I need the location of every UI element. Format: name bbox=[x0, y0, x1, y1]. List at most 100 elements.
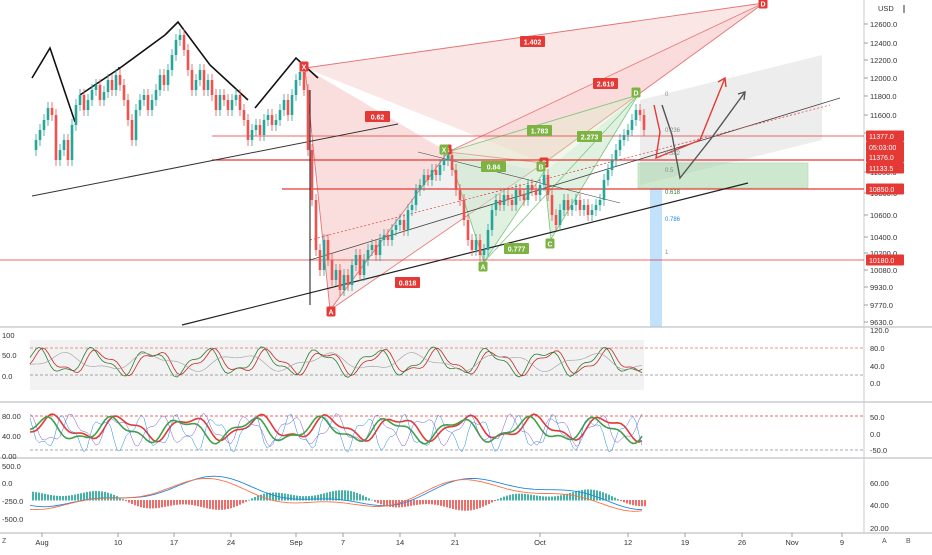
macd-histogram-bar bbox=[227, 500, 229, 510]
fib-level-label: 0.618 bbox=[665, 190, 681, 196]
candle-body bbox=[154, 90, 158, 100]
candle-body bbox=[98, 85, 102, 100]
candle-body bbox=[266, 115, 270, 120]
macd-histogram-bar bbox=[191, 500, 193, 506]
candle-body bbox=[438, 165, 442, 175]
macd-histogram-bar bbox=[302, 496, 304, 501]
ratio-badge bbox=[577, 131, 602, 142]
candle-body bbox=[558, 210, 562, 225]
candle-body bbox=[598, 200, 602, 205]
candle-body bbox=[302, 72, 306, 90]
macd-histogram-bar bbox=[557, 495, 559, 501]
price-tick-label: 10600.0 bbox=[870, 211, 897, 220]
macd-histogram-bar bbox=[614, 497, 616, 501]
price-badge-label: 11376.0 bbox=[869, 155, 894, 162]
candle-body bbox=[250, 130, 254, 140]
candle-body bbox=[82, 95, 86, 110]
candle-body bbox=[586, 205, 590, 215]
grey-channel[interactable] bbox=[640, 55, 822, 185]
ratio-badge bbox=[395, 277, 420, 288]
pattern-point-labels[interactable]: XABCDXABCD bbox=[299, 0, 768, 317]
pattern-point-label: A bbox=[328, 310, 333, 317]
macd-histogram-bar bbox=[356, 492, 358, 501]
macd-histogram-bar bbox=[383, 500, 385, 506]
macd-histogram-bar bbox=[593, 489, 595, 501]
candle-body bbox=[410, 205, 414, 210]
macd-histogram-bar bbox=[524, 493, 526, 501]
pane-tick-label: 0.0 bbox=[870, 430, 880, 439]
target-zone[interactable] bbox=[637, 162, 809, 189]
trend-lines[interactable] bbox=[31, 90, 841, 326]
candle-body bbox=[590, 210, 594, 215]
pane-tick-label: 80.0 bbox=[870, 344, 885, 353]
pane-tick-label: 50.0 bbox=[2, 351, 17, 360]
macd-histogram-bar bbox=[629, 500, 631, 505]
candle-body bbox=[226, 100, 230, 110]
macd-histogram-bar bbox=[347, 490, 349, 501]
macd-histogram-bar bbox=[188, 500, 190, 505]
candle-body bbox=[518, 190, 522, 195]
macd-histogram-bar bbox=[65, 495, 67, 501]
price-tick-label: 12600.0 bbox=[870, 20, 897, 29]
macd-histogram-bar bbox=[152, 500, 154, 509]
candle-body bbox=[198, 70, 202, 80]
candle-body bbox=[126, 100, 130, 120]
time-axis[interactable]: Aug 10 17 24 Sep 7 14 21 Oct 12 19 26 Nov 9 bbox=[35, 533, 844, 547]
candle-body bbox=[614, 150, 618, 160]
macd-histogram-bar bbox=[434, 500, 436, 505]
macd-histogram-bar bbox=[386, 500, 388, 507]
macd-histogram-bar bbox=[320, 494, 322, 501]
candle-body bbox=[338, 270, 342, 290]
pattern-point-badge bbox=[299, 61, 309, 72]
macd-histogram-bar bbox=[596, 490, 598, 501]
candle-body bbox=[218, 95, 222, 110]
candle-body bbox=[74, 105, 78, 125]
stochastic-pane[interactable]: 120.0 80.0 40.0 0.0 100 50.0 0.0 bbox=[2, 326, 889, 390]
macd-histogram-bar bbox=[545, 496, 547, 501]
pane-tick-label: 20.00 bbox=[870, 524, 889, 533]
rsi-pane[interactable]: 50.0 0.0 -50.0 80.00 40.00 0.00 bbox=[2, 412, 887, 461]
macd-histogram-bar bbox=[404, 500, 406, 507]
macd-histogram-bar bbox=[53, 495, 55, 501]
head-shoulders-lines[interactable] bbox=[31, 20, 319, 123]
zoom-reset-button[interactable]: Z bbox=[2, 538, 7, 545]
candle-body bbox=[634, 110, 638, 120]
macd-histogram-bar bbox=[407, 500, 409, 507]
macd-histogram-bar bbox=[71, 495, 73, 501]
price-axis[interactable]: 12600.0 12400.0 12200.0 12000.0 11800.0 11600… bbox=[864, 20, 904, 327]
candle-body bbox=[50, 108, 54, 115]
candle-body bbox=[394, 225, 398, 230]
scale-mode-button[interactable]: B bbox=[906, 538, 911, 545]
ratio-badge bbox=[593, 78, 618, 89]
oscillator-line bbox=[29, 413, 643, 443]
macd-histogram-bar bbox=[92, 491, 94, 501]
macd-histogram-bar bbox=[617, 499, 619, 501]
macd-histogram-bar bbox=[332, 491, 334, 501]
macd-histogram-bar bbox=[263, 493, 265, 501]
candle-body bbox=[194, 80, 198, 90]
projection-arrows[interactable] bbox=[653, 76, 746, 180]
candlestick-series[interactable] bbox=[34, 29, 646, 296]
macd-histogram-bar bbox=[560, 495, 562, 501]
candle-body bbox=[94, 85, 98, 90]
macd-histogram-bar bbox=[587, 489, 589, 501]
candle-body bbox=[486, 230, 490, 250]
time-tick-label: 24 bbox=[227, 538, 235, 547]
macd-histogram-bar bbox=[203, 500, 205, 508]
auto-scale-button[interactable]: A bbox=[882, 538, 887, 545]
candle-body bbox=[54, 115, 58, 160]
macd-histogram-bar bbox=[572, 492, 574, 501]
fib-level-label: 0.786 bbox=[665, 217, 681, 223]
candle-body bbox=[426, 175, 430, 180]
candle-body bbox=[618, 140, 622, 150]
pattern-ratio-labels[interactable]: 1.402 2.619 0.62 1.783 2.273 0.84 0.777 0.818 bbox=[365, 36, 618, 288]
macd-histogram-bar bbox=[74, 494, 76, 501]
macd-histogram-bar bbox=[641, 500, 643, 507]
macd-pane[interactable]: 60.00 40.00 20.00 500.0 0.0 -250.0 -500.0 bbox=[2, 462, 889, 533]
macd-histogram-bar bbox=[125, 500, 127, 502]
pattern-point-badge bbox=[631, 87, 641, 98]
candle-body bbox=[562, 200, 566, 210]
candle-body bbox=[182, 35, 186, 50]
candle-body bbox=[114, 75, 118, 90]
